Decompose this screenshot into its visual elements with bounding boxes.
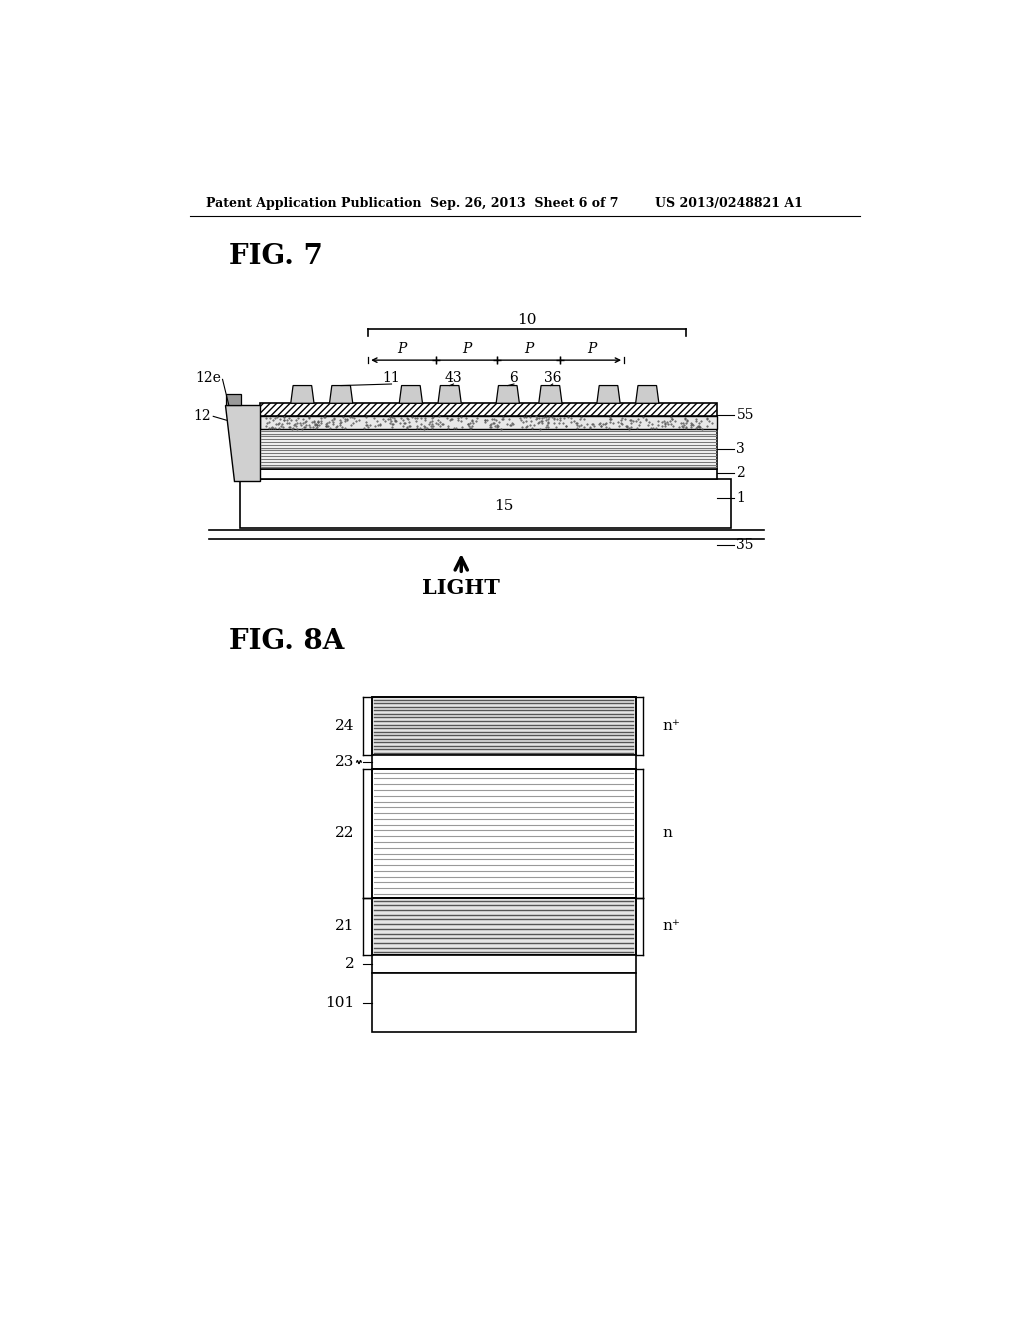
Text: 3: 3 [736,442,745,457]
Text: US 2013/0248821 A1: US 2013/0248821 A1 [655,197,803,210]
Text: 6: 6 [510,371,518,385]
Text: 23: 23 [335,755,354,770]
Text: Sep. 26, 2013  Sheet 6 of 7: Sep. 26, 2013 Sheet 6 of 7 [430,197,618,210]
Text: P: P [588,342,597,356]
Text: FIG. 7: FIG. 7 [228,243,323,271]
Text: 15: 15 [495,499,514,512]
Polygon shape [438,385,461,404]
Text: 21: 21 [335,920,354,933]
Text: P: P [397,342,407,356]
Text: 101: 101 [325,995,354,1010]
Polygon shape [291,385,314,404]
Polygon shape [597,385,621,404]
Text: n⁺: n⁺ [663,719,681,734]
Polygon shape [539,385,562,404]
Bar [372,697,636,755]
Text: LIGHT: LIGHT [422,578,500,598]
Polygon shape [399,385,423,404]
Bar [260,469,717,479]
Text: 10: 10 [517,313,537,327]
Text: FIG. 8A: FIG. 8A [228,628,344,656]
Text: 11: 11 [383,371,400,385]
Bar [260,404,717,416]
Text: 1: 1 [736,491,745,506]
Polygon shape [636,385,658,404]
Bar [372,898,636,956]
Text: 2: 2 [736,466,745,479]
Text: 35: 35 [736,539,754,552]
Polygon shape [225,405,260,480]
Bar [260,429,717,469]
Text: 22: 22 [335,826,354,841]
Bar [372,770,636,898]
Text: 24: 24 [335,719,354,734]
Bar [260,416,717,429]
Text: 12: 12 [194,409,211,424]
Bar [372,770,636,898]
Text: P: P [462,342,471,356]
Text: 12e: 12e [196,371,221,385]
Text: 55: 55 [736,408,754,422]
Text: 43: 43 [444,371,462,385]
Bar [260,429,717,469]
Text: P: P [524,342,534,356]
Bar [241,479,731,528]
Bar [372,956,636,973]
Bar [225,395,241,405]
Text: Patent Application Publication: Patent Application Publication [206,197,421,210]
Bar [372,755,636,770]
Bar [372,697,636,755]
Bar [372,898,636,956]
Polygon shape [330,385,352,404]
Text: n: n [663,826,673,841]
Bar [372,973,636,1032]
Text: 2: 2 [344,957,354,972]
Text: n⁺: n⁺ [663,920,681,933]
Polygon shape [496,385,519,404]
Text: 36: 36 [544,371,561,385]
